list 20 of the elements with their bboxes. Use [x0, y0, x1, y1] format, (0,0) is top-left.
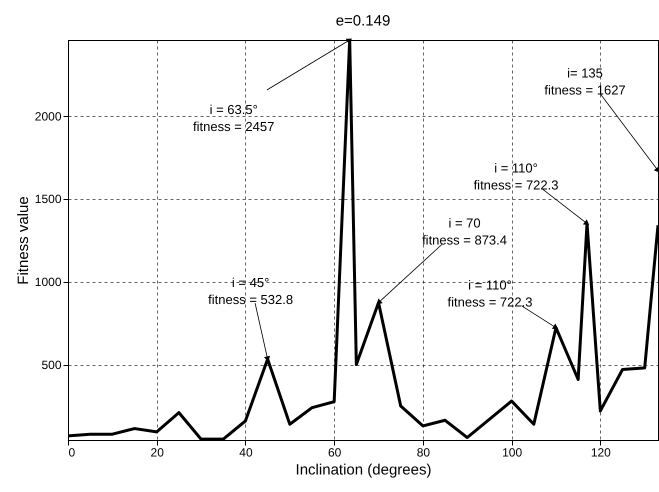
- y-tick-label: 1000: [34, 275, 62, 290]
- annotation: i = 110° fitness = 722.3: [448, 278, 532, 310]
- x-tick-label: 120: [590, 446, 612, 460]
- x-tick-label: 40: [239, 446, 253, 460]
- annotation: i = 110° fitness = 722.3: [474, 160, 558, 193]
- y-tick-label: 1500: [34, 192, 62, 206]
- x-tick-label: 60: [328, 446, 342, 460]
- y-axis-title: Fitness value: [14, 196, 32, 285]
- x-tick-label: 80: [416, 446, 430, 460]
- annotation: i = 45° fitness = 532.8: [208, 275, 294, 308]
- annotation: i= 135 fitness = 1627: [544, 66, 626, 98]
- x-tick-label: 20: [150, 446, 164, 460]
- y-tick-label: 2000: [34, 109, 62, 124]
- chart-title: e=0.149: [336, 12, 390, 30]
- annotation: i = 63.5° fitness = 2457: [193, 102, 274, 134]
- y-tick-label: 500: [41, 358, 62, 372]
- annotation: i = 70 fitness = 873.4: [422, 216, 507, 248]
- x-axis-title: Inclination (degrees): [296, 462, 432, 478]
- x-tick-label: 100: [502, 446, 522, 460]
- x-tick-label: 0: [68, 446, 76, 460]
